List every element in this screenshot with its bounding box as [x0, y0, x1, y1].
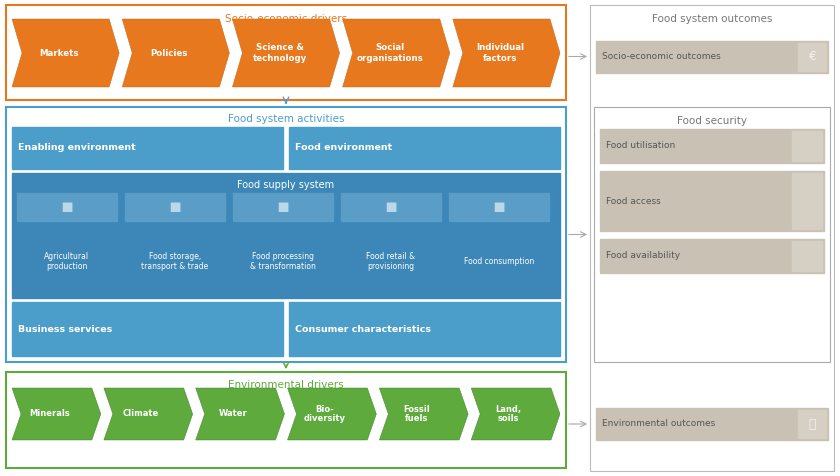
Text: Food environment: Food environment [295, 143, 392, 152]
Bar [289, 302, 560, 356]
Text: Science &
technology: Science & technology [253, 43, 307, 63]
Bar [449, 193, 549, 221]
Text: Food availability: Food availability [606, 251, 680, 260]
Bar [600, 129, 824, 163]
Polygon shape [12, 388, 101, 440]
Bar [12, 173, 560, 298]
Text: Social
organisations: Social organisations [356, 43, 423, 63]
Bar [341, 193, 441, 221]
Bar [600, 239, 824, 273]
Text: Food storage,
transport & trade: Food storage, transport & trade [141, 252, 208, 271]
Bar [12, 127, 283, 169]
Bar [289, 127, 560, 169]
Text: Enabling environment: Enabling environment [18, 143, 136, 152]
Text: Environmental outcomes: Environmental outcomes [602, 419, 715, 428]
Text: Land,
soils: Land, soils [496, 405, 522, 423]
Bar [600, 171, 824, 231]
Text: Business services: Business services [18, 325, 113, 334]
Text: Climate: Climate [123, 409, 160, 418]
Text: Food consumption: Food consumption [464, 257, 534, 266]
Text: Socio-economic drivers: Socio-economic drivers [225, 14, 347, 24]
Text: ▪: ▪ [276, 198, 290, 217]
Bar [12, 302, 283, 356]
Text: Agricultural
production: Agricultural production [45, 252, 90, 271]
Text: ▪: ▪ [60, 198, 74, 217]
Polygon shape [104, 388, 192, 440]
Polygon shape [287, 388, 376, 440]
Text: ▪: ▪ [492, 198, 506, 217]
Text: Socio-economic outcomes: Socio-economic outcomes [602, 52, 721, 61]
Polygon shape [453, 19, 560, 87]
Bar [233, 193, 333, 221]
Text: Food utilisation: Food utilisation [606, 141, 675, 150]
Bar [798, 42, 826, 70]
Bar [792, 241, 822, 271]
Bar [792, 173, 822, 229]
Text: ▪: ▪ [385, 198, 397, 217]
Text: Environmental drivers: Environmental drivers [228, 380, 344, 390]
Text: Bio-
diversity: Bio- diversity [304, 405, 346, 423]
Polygon shape [233, 19, 339, 87]
Text: 🌍: 🌍 [808, 417, 816, 430]
Bar [798, 410, 826, 438]
Text: Food supply system: Food supply system [238, 180, 334, 190]
Bar [590, 5, 834, 471]
Text: Food retail &
provisioning: Food retail & provisioning [366, 252, 416, 271]
Text: Food access: Food access [606, 197, 661, 206]
Polygon shape [122, 19, 229, 87]
Text: Policies: Policies [150, 49, 188, 58]
Bar [596, 408, 828, 440]
Text: Water: Water [218, 409, 247, 418]
Bar [596, 40, 828, 72]
Polygon shape [380, 388, 468, 440]
Text: Fossil
fuels: Fossil fuels [403, 405, 430, 423]
Bar [17, 193, 117, 221]
Polygon shape [343, 19, 449, 87]
Text: Food processing
& transformation: Food processing & transformation [250, 252, 316, 271]
Text: Food system activities: Food system activities [228, 114, 344, 124]
Text: Food system outcomes: Food system outcomes [652, 14, 772, 24]
Polygon shape [196, 388, 285, 440]
Bar [125, 193, 225, 221]
Bar [6, 372, 566, 468]
Text: Markets: Markets [39, 49, 79, 58]
Text: Individual
factors: Individual factors [476, 43, 524, 63]
Bar [792, 131, 822, 161]
Text: Food security: Food security [677, 116, 747, 126]
Polygon shape [471, 388, 560, 440]
Text: ▪: ▪ [168, 198, 181, 217]
Text: Minerals: Minerals [29, 409, 70, 418]
Bar [594, 107, 830, 362]
Bar [6, 107, 566, 362]
Bar [6, 5, 566, 100]
Text: Consumer characteristics: Consumer characteristics [295, 325, 431, 334]
Polygon shape [12, 19, 119, 87]
Text: €: € [808, 50, 816, 63]
